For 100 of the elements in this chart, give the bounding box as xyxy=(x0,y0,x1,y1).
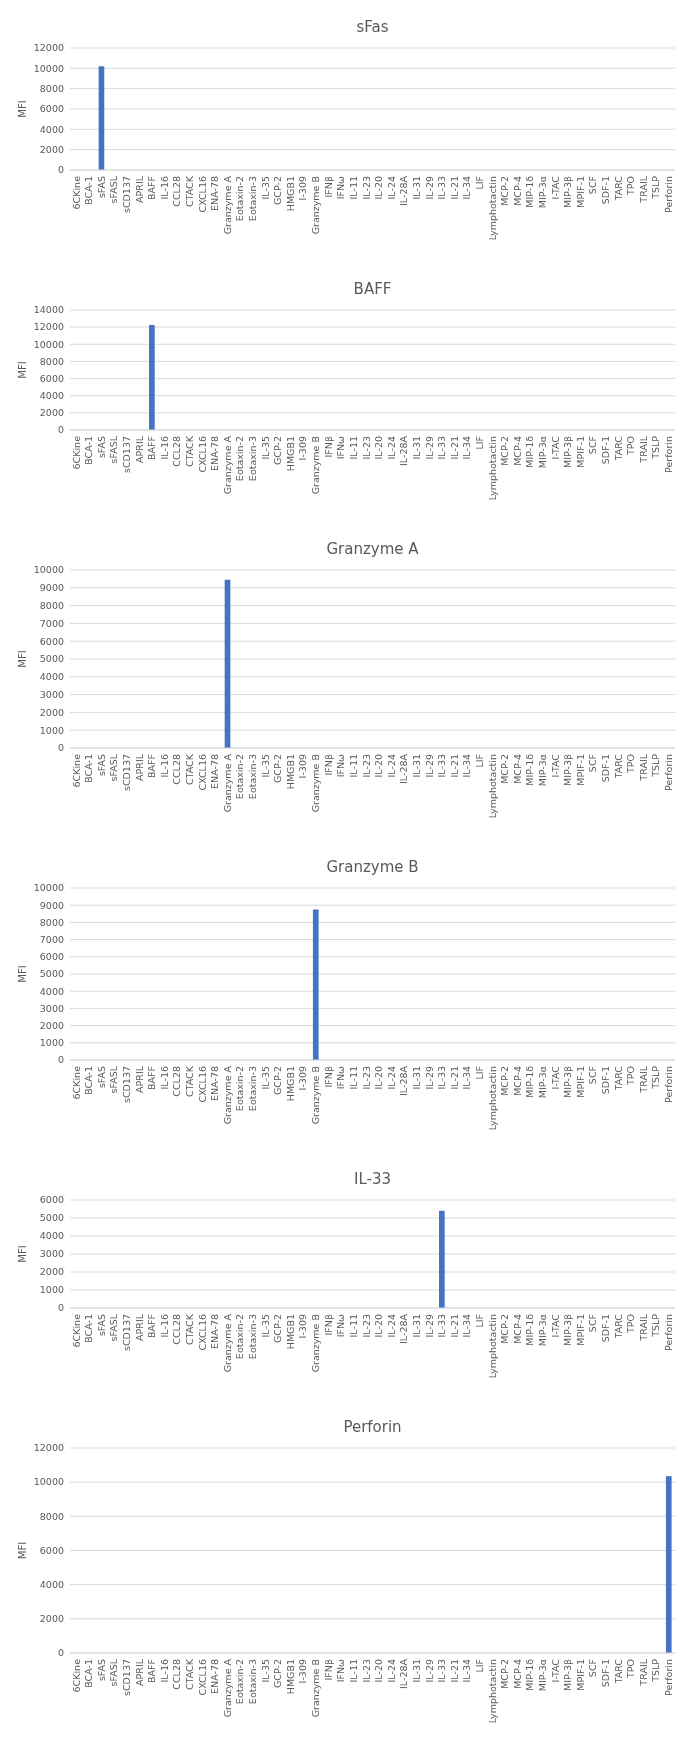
x-tick-label: Granzyme A xyxy=(221,435,233,495)
y-tick-label: 8000 xyxy=(39,1510,64,1522)
x-tick-label: IL-31 xyxy=(410,1659,422,1683)
x-tick-label: IL-20 xyxy=(373,1314,385,1338)
y-tick-label: 6000 xyxy=(39,372,64,384)
y-tick-label: 1000 xyxy=(39,1284,64,1296)
x-tick-label: IL-16 xyxy=(158,176,170,200)
x-tick-label: SCF xyxy=(587,1659,599,1678)
x-tick-label: I-TAC xyxy=(549,1658,561,1683)
x-tick-label: TARC xyxy=(612,753,624,780)
x-tick-label: MIP-3β xyxy=(562,1314,574,1347)
x-tick-label: TRAIL xyxy=(637,1065,649,1094)
x-tick-label: MCP-4 xyxy=(511,1066,523,1096)
x-tick-label: Eotaxin-3 xyxy=(247,1659,259,1705)
x-tick-label: Granzyme B xyxy=(310,436,322,495)
x-tick-label: APRIL xyxy=(133,1313,145,1341)
x-tick-label: MIP-3β xyxy=(562,1659,574,1692)
x-tick-label: I-TAC xyxy=(549,175,561,200)
x-tick-label: Granzyme A xyxy=(221,1313,233,1373)
x-tick-label: GCP-2 xyxy=(272,754,284,783)
x-tick-label: IL-11 xyxy=(347,1314,359,1338)
x-tick-label: sFASL xyxy=(108,1313,120,1342)
x-tick-label: IL-11 xyxy=(347,1066,359,1090)
x-tick-label: IL-34 xyxy=(461,176,473,200)
x-tick-label: Granzyme A xyxy=(221,1065,233,1125)
y-tick-label: 10000 xyxy=(33,338,64,350)
x-tick-label: IL-35 xyxy=(259,754,271,778)
x-tick-label: IL-23 xyxy=(360,176,372,200)
x-tick-label: Perforin xyxy=(663,436,675,473)
x-tick-label: TARC xyxy=(612,1313,624,1340)
y-tick-label: 0 xyxy=(57,742,64,754)
x-tick-label: Granzyme A xyxy=(221,175,233,235)
x-tick-label: MPIF-1 xyxy=(574,176,586,208)
x-tick-label: TPO xyxy=(625,436,637,457)
y-tick-label: 2000 xyxy=(39,143,64,155)
x-tick-label: IL-11 xyxy=(347,176,359,200)
x-tick-label: APRIL xyxy=(133,435,145,463)
x-tick-label: Lymphotactin xyxy=(486,176,498,241)
x-tick-label: Lymphotactin xyxy=(486,1066,498,1131)
x-tick-label: GCP-2 xyxy=(272,436,284,465)
x-tick-label: MIP-3α xyxy=(537,754,549,787)
x-tick-label: TSLP xyxy=(650,435,662,460)
x-tick-label: CTACK xyxy=(184,1065,196,1097)
x-tick-label: Perforin xyxy=(663,1659,675,1696)
x-tick-label: sFASL xyxy=(108,175,120,204)
x-tick-label: IL-34 xyxy=(461,1066,473,1090)
x-tick-label: Lymphotactin xyxy=(486,1659,498,1724)
x-tick-label: sFASL xyxy=(108,1658,120,1687)
x-tick-label: CTACK xyxy=(184,1658,196,1690)
y-tick-label: 0 xyxy=(57,1647,64,1659)
x-tick-label: IL-31 xyxy=(410,1066,422,1090)
x-tick-label: Granzyme A xyxy=(221,1658,233,1718)
x-tick-label: HMGB1 xyxy=(284,754,296,790)
x-tick-label: IFNω xyxy=(335,1658,347,1683)
x-tick-label: IL-21 xyxy=(448,436,460,460)
y-tick-label: 3000 xyxy=(39,1248,64,1260)
x-tick-label: IL-24 xyxy=(385,1314,397,1338)
y-tick-label: 9000 xyxy=(39,582,64,594)
x-tick-label: IL-23 xyxy=(360,436,372,460)
x-tick-label: HMGB1 xyxy=(284,1314,296,1350)
x-tick-label: IL-24 xyxy=(385,1066,397,1090)
x-tick-label: TSLP xyxy=(650,1658,662,1683)
x-tick-label: CXCL16 xyxy=(196,754,208,791)
x-tick-label: SDF-1 xyxy=(600,1314,612,1343)
y-axis-title: MFI xyxy=(17,1541,28,1560)
x-tick-label: HMGB1 xyxy=(284,176,296,212)
x-tick-label: IL-11 xyxy=(347,436,359,460)
x-tick-label: MCP-4 xyxy=(511,176,523,206)
x-tick-label: IL-23 xyxy=(360,1659,372,1683)
x-tick-label: MIP-3β xyxy=(562,754,574,787)
y-tick-label: 12000 xyxy=(33,321,64,333)
x-tick-label: TARC xyxy=(612,1065,624,1092)
x-tick-label: BAFF xyxy=(146,436,158,460)
x-tick-label: Granzyme B xyxy=(310,176,322,235)
y-tick-label: 4000 xyxy=(39,1578,64,1590)
x-tick-label: IL-21 xyxy=(448,754,460,778)
x-tick-label: TARC xyxy=(612,175,624,202)
y-tick-label: 6000 xyxy=(39,1194,64,1206)
x-tick-label: LIF xyxy=(473,754,485,768)
chart-title: Granzyme B xyxy=(326,858,419,876)
x-tick-label: MIP-1δ xyxy=(524,1658,536,1691)
x-tick-label: BAFF xyxy=(146,1314,158,1338)
x-tick-label: SCF xyxy=(587,436,599,455)
x-tick-label: IL-34 xyxy=(461,754,473,778)
x-tick-label: IL-20 xyxy=(373,754,385,778)
x-tick-label: I-309 xyxy=(297,176,309,201)
x-tick-label: IL-33 xyxy=(436,1066,448,1090)
x-tick-label: SDF-1 xyxy=(600,176,612,205)
x-tick-label: IL-34 xyxy=(461,436,473,460)
x-tick-label: Eotaxin-2 xyxy=(234,1314,246,1360)
x-tick-label: APRIL xyxy=(133,753,145,781)
x-tick-label: Granzyme A xyxy=(221,753,233,813)
x-tick-label: LIF xyxy=(473,1066,485,1080)
x-tick-label: TRAIL xyxy=(637,1658,649,1687)
y-axis-title: MFI xyxy=(17,361,28,379)
x-tick-label: CTACK xyxy=(184,175,196,207)
chart-title: Granzyme A xyxy=(326,540,420,558)
x-tick-label: sFAS xyxy=(95,436,107,459)
x-tick-label: Granzyme B xyxy=(310,1314,322,1373)
x-tick-label: TPO xyxy=(625,754,637,775)
